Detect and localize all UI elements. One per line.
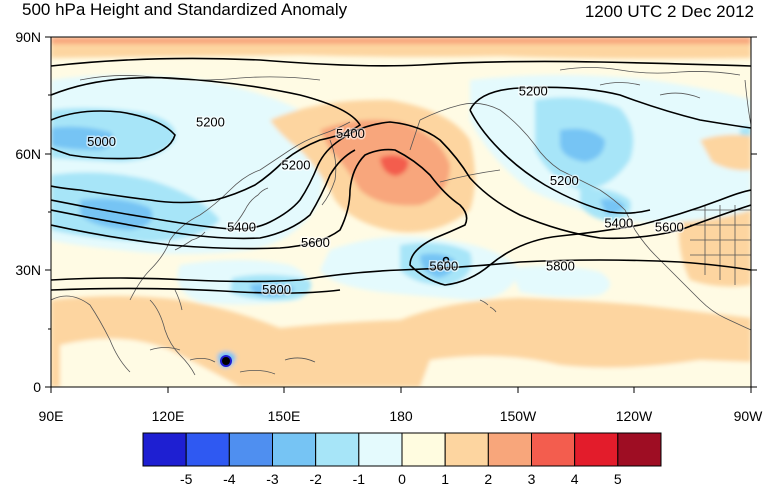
lon-label-120w: 120W [616, 408, 653, 424]
colorbar-swatch [444, 432, 489, 467]
colorbar-label: -2 [309, 471, 322, 487]
contour-label: 5200 [519, 83, 548, 98]
contour-label: 5600 [655, 220, 684, 235]
lat-label-30n: 30N [15, 262, 41, 278]
colorbar-label: 0 [398, 471, 406, 487]
latitude-axis [45, 36, 757, 388]
lat-label-0: 0 [33, 379, 41, 395]
lat-label-90n: 90N [15, 29, 41, 45]
contour-label: 5000 [87, 134, 116, 149]
contour-label: 5600 [301, 235, 330, 250]
contour-label: 5200 [282, 157, 311, 172]
colorbar-swatch [272, 432, 317, 467]
colorbar-label: 1 [441, 471, 449, 487]
colorbar-swatch [487, 432, 533, 467]
lon-label-90w: 90W [734, 408, 764, 424]
lon-label-150e: 150E [268, 408, 301, 424]
colorbar-label: -4 [223, 471, 236, 487]
colorbar-swatch [228, 432, 273, 467]
contour-label: 5200 [196, 115, 225, 130]
colorbar-label: 3 [528, 471, 536, 487]
colorbar-swatch [574, 432, 619, 467]
contour-label: 5400 [227, 220, 256, 235]
colorbar-label: -5 [180, 471, 193, 487]
anomaly-region-bering-strong-positive [380, 155, 409, 176]
lon-label-150w: 150W [500, 408, 537, 424]
anomaly-region-east-pacific-strong-negative [420, 253, 455, 278]
contour-label: 5200 [550, 173, 579, 188]
contour-labels: 5200 5200 5000 5400 5200 5200 5400 5600 5400 5600… [86, 82, 686, 298]
anomaly-region-tropical-negative [510, 265, 610, 297]
contour-label: 5600 [429, 258, 458, 273]
colorbar-label: 2 [484, 471, 492, 487]
contour-label: 5400 [604, 216, 633, 231]
contour-label: 5800 [262, 282, 291, 297]
anomaly-region-siberia-strong-negative [80, 198, 153, 230]
colorbar-label: 4 [571, 471, 579, 487]
anomaly-region-asia-strong-negative [51, 126, 114, 150]
height-contours [51, 57, 751, 294]
colorbar-label: 5 [614, 471, 622, 487]
colorbar-swatch [315, 432, 360, 467]
lon-label-90e: 90E [39, 408, 64, 424]
anomaly-region-equatorial-light [420, 356, 751, 387]
colorbar-swatch [531, 432, 576, 467]
colorbar-swatch [185, 432, 230, 467]
colorbar-label: -3 [266, 471, 279, 487]
colorbar-label: -1 [353, 471, 366, 487]
lon-label-120e: 120E [152, 408, 185, 424]
map-title: 500 hPa Height and Standardized Anomaly [22, 0, 348, 19]
coastlines [51, 67, 751, 376]
colorbar-swatch [142, 432, 187, 467]
valid-time: 1200 UTC 2 Dec 2012 [584, 2, 754, 21]
contour-label: 5400 [336, 126, 365, 141]
colorbar: -5 -4 -3 -2 -1 0 1 2 3 4 5 [142, 432, 662, 487]
longitude-axis [50, 387, 752, 393]
colorbar-swatch [358, 432, 403, 467]
anomaly-region-alaska-strong-negative [560, 128, 605, 162]
contour-label: 5800 [546, 258, 575, 273]
anomaly-region-us-positive [700, 134, 751, 171]
lon-label-180: 180 [389, 408, 413, 424]
anomaly-region-polar-strong [51, 37, 751, 44]
colorbar-swatch [617, 432, 662, 467]
lat-label-60n: 60N [15, 146, 41, 162]
colorbar-swatch [401, 432, 446, 467]
